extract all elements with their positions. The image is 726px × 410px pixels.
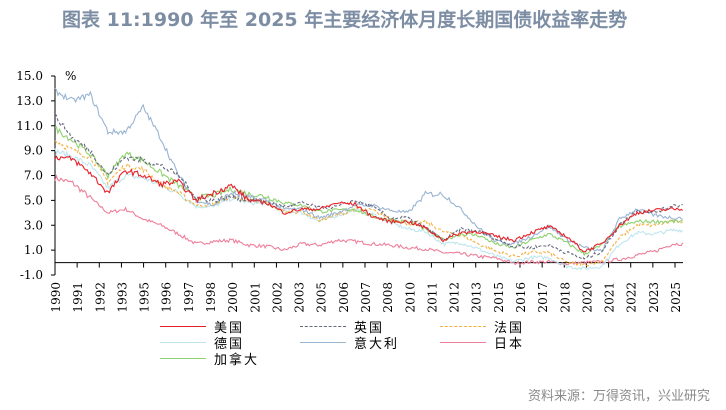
legend-item: 加拿大 bbox=[160, 350, 260, 368]
legend-swatch bbox=[160, 357, 206, 359]
x-tick-label: 2010 bbox=[403, 282, 417, 313]
legend-label: 日本 bbox=[494, 336, 525, 352]
legend-swatch bbox=[440, 341, 486, 343]
y-tick-label: 9.0 bbox=[24, 144, 43, 158]
x-tick-label: 1993 bbox=[115, 282, 129, 313]
x-tick-label: 1991 bbox=[71, 282, 85, 313]
legend-item: 意大利 bbox=[300, 334, 400, 352]
x-tick-label: 2007 bbox=[359, 282, 373, 313]
legend-swatch bbox=[160, 325, 206, 327]
x-tick-label: 2015 bbox=[492, 282, 506, 313]
y-tick-label: 15.0 bbox=[16, 69, 43, 83]
series-line-3 bbox=[54, 148, 684, 271]
series-line-4 bbox=[54, 87, 683, 252]
legend-label: 英国 bbox=[354, 320, 385, 336]
x-tick-label: 1990 bbox=[49, 282, 63, 313]
x-tick-label: 2008 bbox=[381, 282, 395, 313]
legend-item: 德国 bbox=[160, 334, 245, 352]
x-tick-label: 2022 bbox=[625, 282, 639, 313]
x-tick-label: 2025 bbox=[669, 282, 683, 313]
y-tick-label: 5.0 bbox=[24, 193, 43, 207]
chart-title: 图表 11:1990 年至 2025 年主要经济体月度长期国债收益率走势 bbox=[62, 9, 628, 31]
series-line-0 bbox=[54, 155, 684, 253]
x-tick-label: 2006 bbox=[337, 282, 351, 313]
x-tick-label: 2001 bbox=[248, 282, 262, 313]
legend-item: 日本 bbox=[440, 334, 525, 352]
x-tick-label: 2005 bbox=[315, 282, 329, 313]
y-tick-label: -1.0 bbox=[20, 268, 43, 282]
x-tick-label: 2016 bbox=[514, 282, 528, 313]
legend-swatch bbox=[440, 325, 486, 327]
legend-item: 英国 bbox=[300, 318, 385, 336]
source-note: 资料来源：万得资讯，兴业研究 bbox=[527, 389, 710, 404]
x-tick-label: 2002 bbox=[270, 282, 284, 313]
x-tick-label: 1998 bbox=[204, 282, 218, 313]
y-tick-label: 3.0 bbox=[24, 218, 43, 232]
y-axis-unit: % bbox=[65, 69, 76, 83]
x-tick-label: 2003 bbox=[293, 282, 307, 313]
series-lines bbox=[54, 87, 684, 271]
legend-item: 法国 bbox=[440, 318, 525, 336]
series-line-2 bbox=[54, 140, 683, 268]
x-tick-label: 1995 bbox=[138, 282, 152, 313]
x-tick-label: 2023 bbox=[647, 282, 661, 313]
x-tick-label: 2012 bbox=[448, 282, 462, 313]
x-tick-label: 2000 bbox=[226, 282, 240, 313]
series-line-5 bbox=[54, 174, 684, 266]
x-tick-label: 1992 bbox=[93, 282, 107, 313]
legend-label: 加拿大 bbox=[214, 352, 260, 368]
y-tick-label: 7.0 bbox=[24, 169, 43, 183]
series-line-1 bbox=[54, 113, 683, 260]
y-tick-label: 1.0 bbox=[24, 243, 43, 257]
x-tick-label: 2011 bbox=[425, 282, 439, 313]
x-tick-label: 2018 bbox=[558, 282, 572, 313]
legend-item: 美国 bbox=[160, 318, 245, 336]
x-tick-label: 2020 bbox=[580, 282, 594, 313]
legend-label: 法国 bbox=[494, 320, 525, 336]
x-tick-label: 2021 bbox=[603, 282, 617, 313]
legend-label: 美国 bbox=[214, 320, 245, 336]
y-tick-label: 13.0 bbox=[16, 94, 43, 108]
x-tick-label: 1996 bbox=[160, 282, 174, 313]
legend-swatch bbox=[300, 325, 346, 327]
x-axis: 1990 1991 1992 1993 1995 1996 1997 1998 2000 2001… bbox=[49, 262, 683, 313]
series-line-6 bbox=[54, 126, 683, 257]
legend-label: 意大利 bbox=[354, 336, 400, 352]
legend-label: 德国 bbox=[214, 336, 245, 352]
legend-swatch bbox=[160, 341, 206, 343]
x-tick-label: 2017 bbox=[536, 282, 550, 313]
legend-swatch bbox=[300, 341, 346, 343]
x-tick-label: 1997 bbox=[182, 282, 196, 313]
x-tick-label: 2013 bbox=[470, 282, 484, 313]
y-axis: 15.0 13.0 11.0 9.0 7.0 5.0 3.0 1.0 -1.0 bbox=[16, 69, 56, 282]
y-tick-label: 11.0 bbox=[16, 119, 43, 133]
